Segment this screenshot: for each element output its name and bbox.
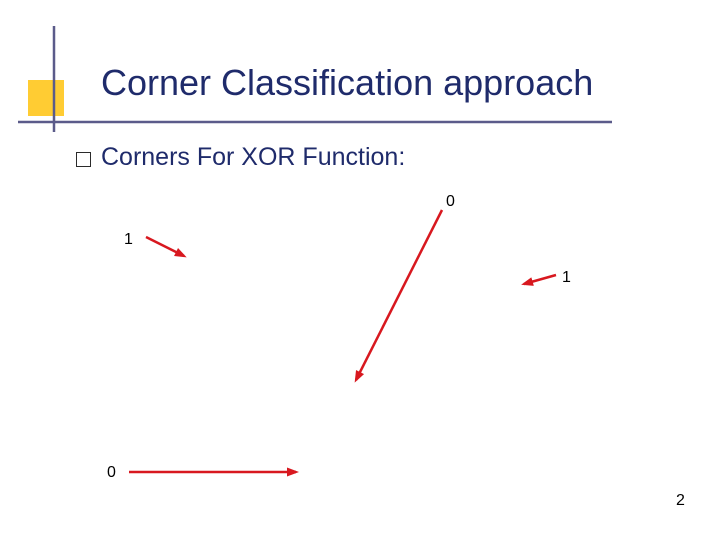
label-top-0: 0 [446, 193, 455, 211]
slide: Corner Classification approach Corners F… [0, 0, 720, 540]
label-right-1: 1 [562, 269, 571, 287]
label-bottom-0: 0 [107, 464, 116, 482]
label-left-1: 1 [124, 231, 133, 249]
subtitle: Corners For XOR Function: [101, 143, 405, 172]
page-number: 2 [676, 492, 685, 510]
page-title: Corner Classification approach [101, 62, 593, 104]
arrows-group [129, 210, 556, 472]
arrow-top-center [356, 210, 442, 380]
subtitle-bullet-icon [76, 152, 91, 167]
arrow-top-left [146, 237, 184, 256]
arrow-right [524, 275, 556, 284]
header-accent-block [28, 80, 64, 116]
